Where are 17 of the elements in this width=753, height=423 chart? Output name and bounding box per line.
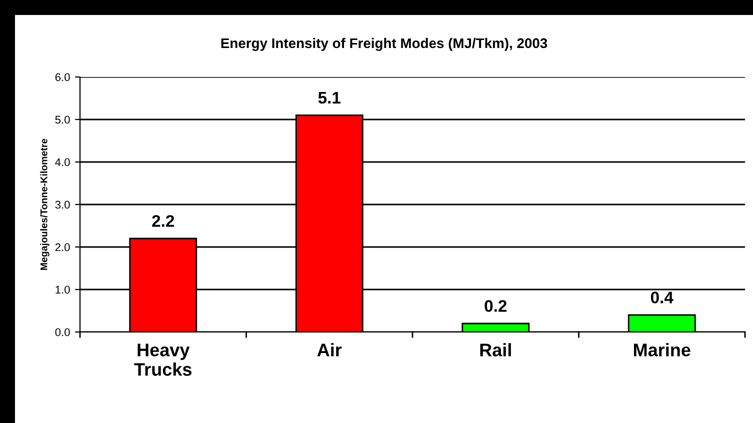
data-label: 0.2 [484,300,507,312]
y-axis-title: Megajoules/Tonne-Kilometre [40,138,50,270]
y-tick-label: 4.0 [55,158,70,166]
y-tick-label: 3.0 [55,200,70,209]
y-tick-label: 5.0 [55,116,70,124]
x-tick-label: Marine [634,343,690,356]
x-tick-label: Heavy Trucks [134,344,192,376]
data-label: 0.4 [650,292,674,304]
y-tick-label: 2.0 [55,243,70,252]
y-tick-label: 1.0 [56,286,70,294]
x-tick-label: Air [317,343,342,356]
y-tick-label: 6.0 [55,73,70,82]
data-label: 2.2 [152,215,174,227]
x-tick-label: Rail [480,343,511,356]
y-tick-label: 0.0 [55,328,70,336]
data-label: 5.1 [318,92,340,104]
chart-title: Energy Intensity of Freight Modes (MJ/Tkm), 2003 [221,38,548,51]
